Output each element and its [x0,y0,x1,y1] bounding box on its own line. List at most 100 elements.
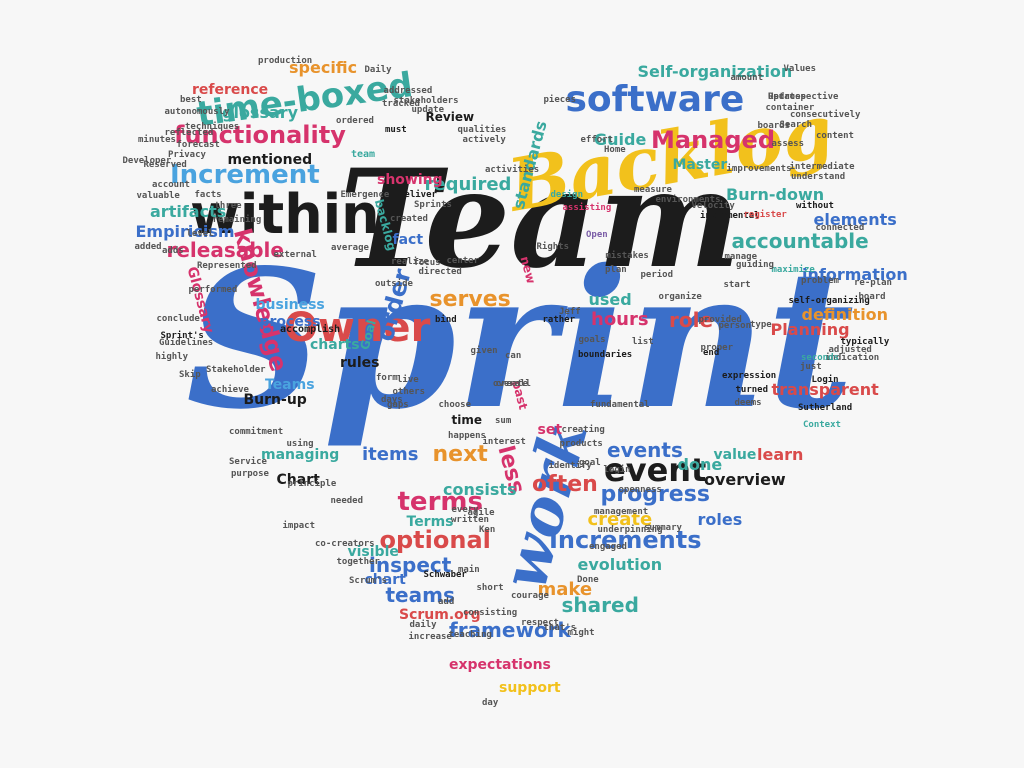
cloud-word: actively [462,134,506,145]
cloud-word: Service [229,456,267,467]
cloud-word: terms [397,487,483,517]
cloud-word: adds [162,245,184,256]
cloud-word: minutes [138,134,176,145]
cloud-word: creating [561,424,605,435]
cloud-word: Scrum.org [399,607,481,623]
cloud-word: list [632,336,654,347]
cloud-word: consists [443,480,517,499]
cloud-word: must [385,124,407,135]
cloud-word: day [482,697,499,708]
cloud-word: average [331,242,369,253]
cloud-word: overview [704,470,786,489]
cloud-word: Owner [284,305,431,351]
cloud-word: products [559,438,603,449]
cloud-word: increase [408,631,452,642]
cloud-word: proper [700,342,734,353]
cloud-word: qualities [457,124,507,135]
cloud-word: autonomously [164,106,230,117]
cloud-word: type [750,319,772,330]
cloud-word: might [567,627,595,638]
cloud-word: sum [495,415,512,426]
cloud-word: event [604,451,707,489]
cloud-word: role [669,308,714,332]
cloud-word: just [800,361,822,372]
cloud-word: managing [261,447,340,463]
cloud-word: events [607,438,683,462]
cloud-word: summary [644,522,682,533]
cloud-word: information [802,265,908,284]
cloud-word: respect [521,617,559,628]
cloud-word: best [180,94,202,105]
cloud-word: Rights [536,241,570,252]
cloud-word: Ken [479,524,496,535]
cloud-word: that's [543,622,577,633]
cloud-word: consisting [463,607,518,618]
cloud-word: fundamental [590,399,650,410]
cloud-word: rules [340,355,380,371]
cloud-word: short [476,582,504,593]
cloud-word: Managed [651,126,775,154]
cloud-word: optional [379,526,491,554]
cloud-word: directed [418,266,462,277]
cloud-word: interest [482,436,526,447]
cloud-word: days [381,394,403,405]
cloud-word: Terms [406,514,454,530]
cloud-word: Login [811,374,839,385]
cloud-word: focus [413,257,441,268]
cloud-word: using [286,438,314,449]
cloud-word: given [470,345,498,356]
cloud-word: intermediate [789,161,855,172]
cloud-word: commitment [229,426,284,437]
cloud-word: assess [771,138,805,149]
cloud-word: design [550,189,584,200]
cloud-word: Search [779,119,813,130]
cloud-word: period [640,269,674,280]
cloud-word: reflected [164,127,214,138]
cloud-word: used [588,290,632,309]
cloud-word: Sprint's [160,330,204,341]
cloud-word: deliver [399,189,437,200]
cloud-word: Represented [197,260,257,271]
cloud-word: identify [548,460,592,471]
cloud-word: Team [339,138,741,298]
cloud-word: releasable [166,238,284,262]
cloud-word: learn [757,445,804,464]
cloud-word: create [495,378,529,389]
cloud-word: container [765,102,815,113]
cloud-word: turned [735,384,769,395]
cloud-word: set [537,422,563,438]
cloud-word: Stakeholder [206,364,266,375]
cloud-word: seconds [801,352,839,363]
cloud-word: Review [425,110,475,124]
cloud-word: indication [825,352,880,363]
cloud-word: artifacts [150,202,227,221]
cloud-word: Open [586,229,608,240]
cloud-word: understand [791,171,846,182]
cloud-word: incremental [700,210,760,221]
cloud-word: Jeff [559,306,581,317]
cloud-word: added [134,241,162,252]
cloud-word: content [816,130,854,141]
cloud-word: mistakes [605,250,649,261]
cloud-word: often [532,472,598,497]
cloud-word: form [376,372,398,383]
cloud-word: deems [734,397,762,408]
cloud-word: team [351,149,376,160]
cloud-word: external [273,249,317,260]
cloud-word: Chart [276,472,320,488]
cloud-word: required [424,174,512,195]
cloud-word: ordered [336,115,374,126]
cloud-word: roles [697,510,743,529]
cloud-word: transparent [771,380,879,399]
cloud-word: person [718,320,752,331]
cloud-word: openness [618,484,662,495]
cloud-word: environments [655,194,721,205]
cloud-word: account [152,179,190,190]
cloud-word: conclude [156,313,200,324]
cloud-word: activities [485,164,540,175]
cloud-word: co-creators [315,538,375,549]
cloud-word: written [451,514,489,525]
cloud-word: Increments [549,526,702,554]
cloud-word: make [537,579,593,600]
cloud-word: together [336,556,380,567]
